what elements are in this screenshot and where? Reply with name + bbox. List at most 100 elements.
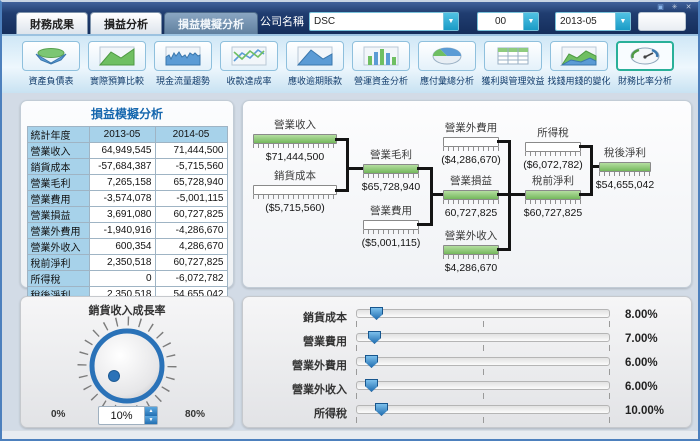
- toolbar-label: 獲利與管理效益: [481, 76, 545, 86]
- row-label: 營業損益: [26, 206, 90, 223]
- maximize-icon[interactable]: ▣: [657, 4, 664, 11]
- row-label: 所得稅: [26, 270, 90, 287]
- slider-value: 7.00%: [625, 333, 658, 345]
- period-select[interactable]: 2013-05 ▼: [555, 11, 631, 31]
- main-tabs: 財務成果 損益分析 損益模擬分析: [16, 12, 260, 34]
- toolbar-label: 收款達成率: [226, 76, 272, 86]
- table-row: 銷貨成本 -57,684,387 -5,715,560: [26, 158, 228, 175]
- slider-ticks: [356, 393, 612, 399]
- spinner-down-icon[interactable]: ▼: [145, 415, 157, 424]
- toolbar-label: 營運資金分析: [353, 76, 408, 86]
- node-value: ($5,001,115): [361, 237, 421, 249]
- slider-track[interactable]: [356, 355, 610, 368]
- window-controls: ▣ ✳ ✕: [655, 3, 694, 12]
- spinner-value: 10%: [110, 410, 133, 422]
- toolbar-button-financial-ratio[interactable]: 財務比率分析: [612, 41, 678, 93]
- cell: 71,444,500: [154, 142, 228, 159]
- branch-select[interactable]: 00 ▼: [477, 11, 539, 31]
- slider-ticks: [356, 345, 612, 351]
- slider-row-nonop-expense: 營業外費用 6.00%: [243, 354, 691, 378]
- slider-value: 8.00%: [625, 309, 658, 321]
- company-select[interactable]: DSC ▼: [309, 11, 459, 31]
- node-value: ($6,072,782): [523, 159, 583, 171]
- slider-track[interactable]: [356, 331, 610, 344]
- toolbar-button-overdue-receivables[interactable]: 應收逾期賬款: [282, 41, 348, 93]
- payables-summary-icon: [427, 45, 467, 67]
- connector: [590, 165, 599, 168]
- chevron-down-icon[interactable]: ▼: [443, 12, 458, 30]
- spinner-steppers[interactable]: ▲ ▼: [144, 407, 157, 424]
- slider-thumb[interactable]: [368, 331, 381, 344]
- row-label: 稅前淨利: [26, 254, 90, 271]
- branch-value: 00: [494, 15, 507, 27]
- slider-thumb[interactable]: [375, 403, 388, 416]
- toolbar-label: 實際預算比較: [89, 76, 144, 86]
- title-bar: ▣ ✳ ✕ 財務成果 損益分析 損益模擬分析 公司名稱 DSC ▼ 00 ▼ 2…: [2, 2, 698, 36]
- extra-field[interactable]: [638, 11, 686, 31]
- tab-financial-results[interactable]: 財務成果: [16, 12, 88, 34]
- slider-thumb[interactable]: [370, 307, 383, 320]
- slider-thumb[interactable]: [365, 355, 378, 368]
- slider-thumb[interactable]: [365, 379, 378, 392]
- cell: -57,684,387: [88, 158, 156, 175]
- collection-rate-icon: [229, 45, 269, 67]
- cell: 7,265,158: [88, 174, 156, 191]
- toolbar-button-profit-efficiency[interactable]: 獲利與管理效益: [480, 41, 546, 93]
- chevron-down-icon[interactable]: ▼: [523, 12, 538, 30]
- ruler-ticks: [443, 255, 499, 259]
- budget-compare-icon: [97, 45, 137, 67]
- profit-simulation-table-panel: 損益模擬分析 統計年度 2013-05 2014-05 營業收入 64,949,5…: [20, 100, 234, 303]
- slider-track[interactable]: [356, 379, 610, 392]
- growth-rate-knob[interactable]: [71, 316, 183, 420]
- slider-value: 6.00%: [625, 381, 658, 393]
- toolbar-button-cash-flow[interactable]: 現金流量趨勢: [150, 41, 216, 93]
- node-bar: [363, 164, 419, 174]
- toolbar-button-budget-compare[interactable]: 實際預算比較: [84, 41, 150, 93]
- slider-label: 營業費用: [303, 336, 347, 348]
- node-bar: [443, 190, 499, 200]
- connector: [430, 167, 433, 226]
- ruler-ticks: [443, 147, 499, 151]
- node-value: $4,286,670: [444, 262, 498, 274]
- table-header-row: 統計年度 2013-05 2014-05: [26, 126, 228, 143]
- toolbar-button-money-usage[interactable]: 找錢用錢的變化: [546, 41, 612, 93]
- toolbar-button-payables-summary[interactable]: 應付彙總分析: [414, 41, 480, 93]
- cell: 0: [88, 270, 156, 287]
- working-capital-icon: [361, 45, 401, 67]
- growth-rate-spinner[interactable]: 10% ▲ ▼: [98, 406, 158, 425]
- close-icon[interactable]: ✕: [685, 4, 692, 11]
- pin-icon[interactable]: ✳: [671, 4, 678, 11]
- node-bar: [599, 162, 651, 172]
- chevron-down-icon[interactable]: ▼: [615, 12, 630, 30]
- node-label: 營業損益: [450, 175, 492, 187]
- cell: -5,715,560: [154, 158, 228, 175]
- ruler-ticks: [525, 152, 581, 156]
- ruler-ticks: [363, 230, 419, 234]
- toolbar-label: 應收逾期賬款: [287, 76, 342, 86]
- period-value: 2013-05: [560, 15, 597, 27]
- toolbar-button-working-capital[interactable]: 營運資金分析: [348, 41, 414, 93]
- slider-ticks: [356, 321, 612, 327]
- toolbar-button-collection-rate[interactable]: 收款達成率: [216, 41, 282, 93]
- node-bar: [525, 142, 581, 152]
- diagram-node-cogs: 銷貨成本 ($5,715,560): [249, 168, 341, 214]
- toolbar-label: 財務比率分析: [617, 76, 672, 86]
- assumption-sliders-panel: 銷貨成本 8.00% 營業費用 7.00% 營業外費用 6.00% 營業外收入: [242, 296, 692, 428]
- node-bar: [443, 137, 499, 147]
- slider-track[interactable]: [356, 403, 610, 416]
- knob-min-label: 0%: [51, 409, 66, 420]
- slider-track[interactable]: [356, 307, 610, 320]
- connector: [430, 193, 443, 196]
- cell: -4,286,670: [154, 222, 228, 239]
- balance-sheet-icon: [31, 45, 71, 67]
- ruler-ticks: [253, 144, 337, 148]
- spinner-up-icon[interactable]: ▲: [145, 407, 157, 416]
- toolbar-button-balance-sheet[interactable]: 資產負債表: [18, 41, 84, 93]
- tab-profit-simulation[interactable]: 損益模擬分析: [164, 12, 258, 34]
- table-row: 營業毛利 7,265,158 65,728,940: [26, 174, 228, 191]
- cell: 65,728,940: [154, 174, 228, 191]
- profit-efficiency-icon: [493, 45, 533, 67]
- connector: [417, 167, 433, 170]
- tab-profit-analysis[interactable]: 損益分析: [90, 12, 162, 34]
